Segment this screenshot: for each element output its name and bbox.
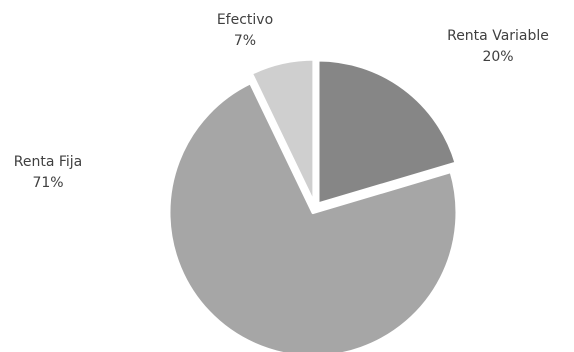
pie-slice-renta-variable (316, 58, 458, 206)
pie-slice-efectivo (249, 57, 316, 205)
slice-percent-renta-variable: 20% (482, 49, 513, 65)
slice-label-renta-variable: Renta Variable (447, 28, 549, 44)
slice-percent-renta-fija: 71% (32, 175, 63, 191)
slice-percent-efectivo: 7% (234, 33, 256, 49)
pie-labels: Renta Variable 20% Renta Fija 71% Efectivo 7% (14, 12, 549, 191)
pie-slice-renta-fija (167, 81, 459, 352)
slice-label-renta-fija: Renta Fija (14, 154, 83, 170)
pie-slices (167, 57, 459, 352)
slice-label-efectivo: Efectivo (217, 12, 273, 28)
